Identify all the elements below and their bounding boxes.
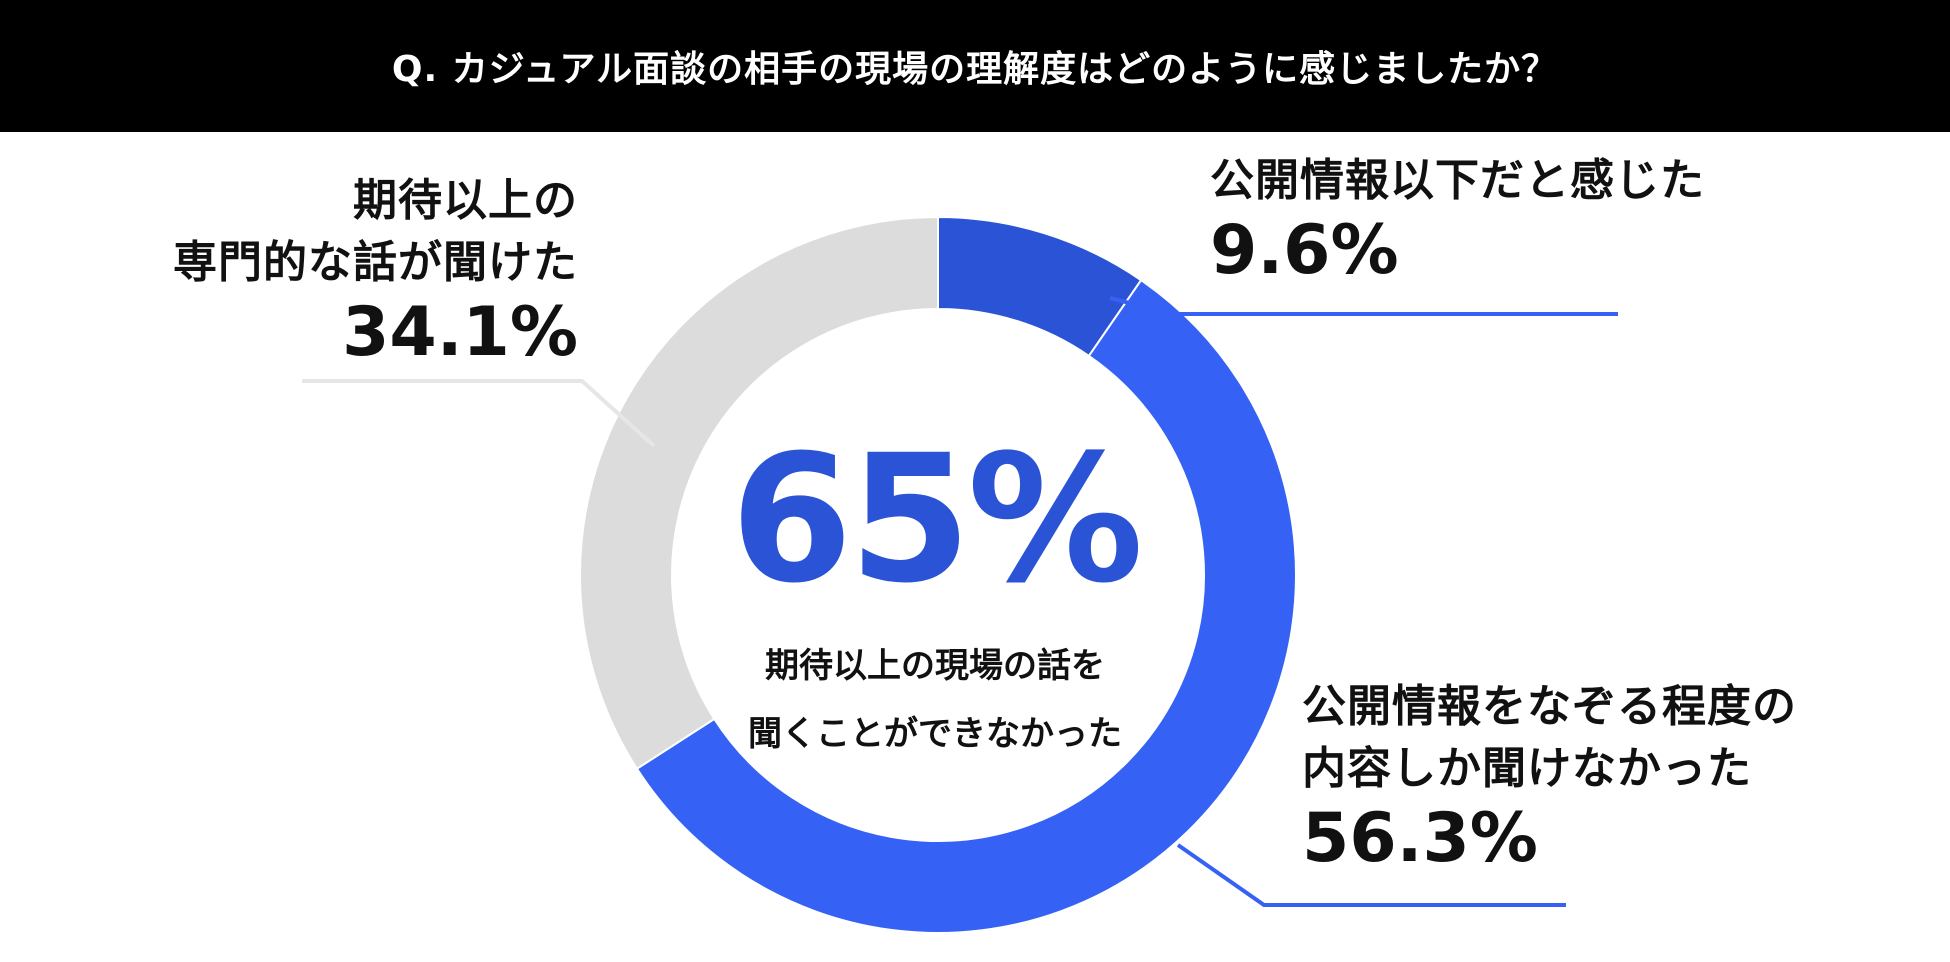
- donut-slice-above_expectation: [579, 215, 939, 771]
- slice-value-label: 34.1%: [342, 293, 578, 372]
- slice-label-below-public: 公開情報以下だと感じた 9.6%: [1210, 150, 1910, 290]
- slice-label-public-level: 公開情報をなぞる程度の 内容しか聞けなかった 56.3%: [1302, 676, 1922, 878]
- leader-line-above-expectation: [302, 379, 656, 448]
- donut-slices: [579, 215, 1297, 934]
- slice-label-text: 公開情報以下だと感じた: [1210, 155, 1705, 206]
- slice-value-label: 56.3%: [1302, 799, 1538, 878]
- center-caption-line: 聞くことができなかった: [748, 714, 1122, 754]
- header-bar: Q. カジュアル面談の相手の現場の理解度はどのように感じましたか？: [0, 0, 1950, 132]
- donut-slice-public_level: [635, 278, 1297, 934]
- center-percentage: 65%: [730, 417, 1143, 622]
- slice-label-above-expectation: 期待以上の 専門的な話が聞けた 34.1%: [100, 170, 578, 372]
- leader-line-public-level: [1176, 843, 1566, 907]
- center-caption-line: 期待以上の現場の話を: [765, 646, 1105, 686]
- question-title: Q. カジュアル面談の相手の現場の理解度はどのように感じましたか？: [391, 49, 1559, 90]
- slice-value-label: 9.6%: [1210, 211, 1399, 290]
- slice-label-text: 公開情報をなぞる程度の: [1302, 681, 1797, 732]
- slice-label-text: 期待以上の: [353, 175, 578, 226]
- leader-lines: [302, 296, 1618, 907]
- slice-label-text: 専門的な話が聞けた: [173, 237, 578, 288]
- leader-line-below-public: [1109, 296, 1618, 316]
- slice-label-text: 内容しか聞けなかった: [1302, 743, 1752, 794]
- center-caption: 期待以上の現場の話を 聞くことができなかった: [660, 632, 1210, 768]
